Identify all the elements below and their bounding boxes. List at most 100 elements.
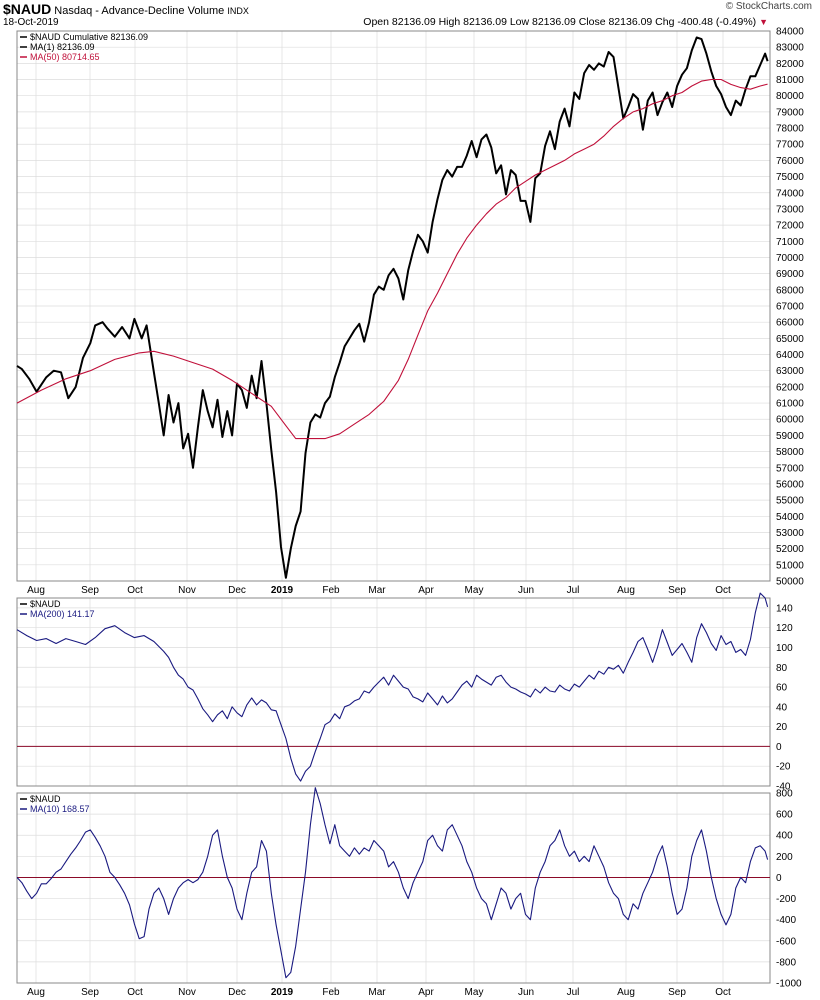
y-tick-label: 50000 (776, 577, 804, 588)
y-tick-label: 84000 (776, 27, 804, 38)
y-tick-label: -20 (776, 762, 791, 773)
y-tick-label: 71000 (776, 237, 804, 248)
x-tick-label: Sep (668, 987, 686, 998)
y-tick-label: 83000 (776, 43, 804, 54)
legend-entry: MA(1) 82136.09 (30, 42, 95, 52)
x-tick-label: Feb (322, 585, 340, 596)
y-tick-label: 63000 (776, 366, 804, 377)
y-tick-label: 58000 (776, 447, 804, 458)
x-tick-label: Jul (567, 585, 580, 596)
legend-entry: MA(200) 141.17 (30, 609, 95, 619)
legend-entry: MA(10) 168.57 (30, 804, 90, 814)
y-tick-label: 0 (776, 742, 782, 753)
x-tick-label: Mar (368, 585, 386, 596)
y-tick-label: -800 (776, 957, 796, 968)
y-tick-label: 79000 (776, 107, 804, 118)
x-tick-label: Aug (27, 585, 45, 596)
x-tick-label: Dec (228, 585, 246, 596)
y-tick-label: 20 (776, 722, 788, 733)
y-tick-label: 75000 (776, 172, 804, 183)
panel-border (16, 597, 771, 787)
y-tick-label: 61000 (776, 399, 804, 410)
panel-border (16, 30, 771, 582)
x-tick-label: Feb (322, 987, 340, 998)
y-tick-label: -1000 (776, 979, 802, 990)
x-tick-label: Oct (127, 987, 143, 998)
y-tick-label: 120 (776, 623, 793, 634)
x-tick-label: Apr (418, 585, 434, 596)
y-tick-label: 600 (776, 810, 793, 821)
y-tick-label: 60 (776, 683, 788, 694)
index-name: Nasdaq - Advance-Decline Volume (54, 5, 225, 17)
x-tick-label: Oct (127, 585, 143, 596)
y-tick-label: -400 (776, 915, 796, 926)
y-tick-label: 200 (776, 852, 793, 863)
x-tick-label: May (465, 585, 484, 596)
y-tick-label: 80000 (776, 91, 804, 102)
y-tick-label: 65000 (776, 334, 804, 345)
legend-entry: MA(50) 80714.65 (30, 52, 100, 62)
y-tick-label: 70000 (776, 253, 804, 264)
x-tick-label: Aug (27, 987, 45, 998)
y-tick-label: 74000 (776, 188, 804, 199)
y-tick-label: 52000 (776, 544, 804, 555)
y-tick-label: 68000 (776, 285, 804, 296)
legend-entry: $NAUD (30, 794, 61, 804)
y-tick-label: 59000 (776, 431, 804, 442)
x-tick-label: Oct (715, 987, 731, 998)
x-tick-label: Aug (617, 987, 635, 998)
legend-entry: $NAUD Cumulative 82136.09 (30, 32, 148, 42)
y-tick-label: 82000 (776, 59, 804, 70)
y-tick-label: 76000 (776, 156, 804, 167)
x-tick-label: Sep (668, 585, 686, 596)
series-line-ma-200 (16, 592, 769, 782)
x-tick-label: Jul (567, 987, 580, 998)
y-tick-label: 81000 (776, 75, 804, 86)
ohlc-values: Open 82136.09 High 82136.09 Low 82136.09… (363, 16, 757, 28)
y-tick-label: 51000 (776, 560, 804, 571)
series-line-ma-10 (16, 787, 769, 979)
x-tick-label: Mar (368, 987, 386, 998)
y-tick-label: 72000 (776, 221, 804, 232)
y-tick-label: 40 (776, 702, 788, 713)
y-tick-label: 55000 (776, 496, 804, 507)
legend-entry: $NAUD (30, 599, 61, 609)
panel-border (16, 792, 771, 984)
series-line-naud-cumulative (16, 36, 769, 579)
y-tick-label: 80 (776, 663, 788, 674)
x-tick-label: Nov (178, 987, 196, 998)
y-tick-label: 73000 (776, 204, 804, 215)
header-title: $NAUD Nasdaq - Advance-Decline Volume IN… (3, 1, 249, 17)
y-tick-label: 400 (776, 831, 793, 842)
x-tick-label: 2019 (271, 585, 294, 596)
series-line-ma-50 (16, 78, 768, 440)
y-tick-label: 78000 (776, 124, 804, 135)
y-tick-label: 66000 (776, 318, 804, 329)
y-tick-label: -200 (776, 894, 796, 905)
x-tick-label: Jun (518, 585, 534, 596)
y-tick-label: 54000 (776, 512, 804, 523)
x-tick-label: 2019 (271, 987, 294, 998)
y-tick-label: 800 (776, 789, 793, 800)
y-tick-label: -600 (776, 936, 796, 947)
y-tick-label: 0 (776, 873, 782, 884)
x-tick-label: Dec (228, 987, 246, 998)
y-tick-label: 100 (776, 643, 793, 654)
x-tick-label: Jun (518, 987, 534, 998)
y-tick-label: 53000 (776, 528, 804, 539)
y-tick-label: 60000 (776, 415, 804, 426)
down-arrow-icon: ▼ (759, 17, 768, 27)
y-tick-label: 57000 (776, 463, 804, 474)
date-label: 18-Oct-2019 (3, 17, 59, 28)
ohlc-readout: Open 82136.09 High 82136.09 Low 82136.09… (363, 16, 768, 28)
y-tick-label: 140 (776, 603, 793, 614)
y-tick-label: 77000 (776, 140, 804, 151)
x-tick-label: Aug (617, 585, 635, 596)
x-tick-label: Sep (81, 987, 99, 998)
symbol-label: $NAUD (3, 1, 52, 17)
x-tick-label: Apr (418, 987, 434, 998)
y-tick-label: 62000 (776, 382, 804, 393)
exchange-label: INDX (227, 6, 249, 16)
x-tick-label: May (465, 987, 484, 998)
